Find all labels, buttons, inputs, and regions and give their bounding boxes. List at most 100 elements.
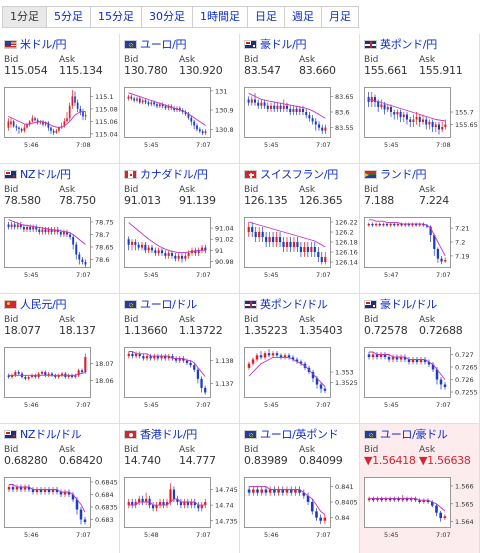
tab-4[interactable]: 30分足 bbox=[142, 6, 193, 28]
au-flag-icon bbox=[364, 299, 377, 309]
rate-tile[interactable]: 豪ドル/円 Bid Ask 83.547 83.660 83.65 83.6 83.55 5:4… bbox=[240, 34, 360, 164]
candlestick-chart: 0.841 0.8405 0.84 5:46 7:07 bbox=[244, 477, 358, 539]
pair-title[interactable]: 人民元/円 bbox=[4, 297, 67, 311]
rate-tile[interactable]: 豪ドル/ドル Bid Ask 0.72578 0.72688 0.727 0.7265 0.7… bbox=[360, 294, 480, 424]
candle-body bbox=[197, 505, 200, 509]
candle-body bbox=[51, 489, 55, 492]
tab-7[interactable]: 週足 bbox=[285, 6, 322, 28]
pair-title[interactable]: 米ドル/円 bbox=[4, 37, 67, 51]
tab-5[interactable]: 1時間足 bbox=[193, 6, 248, 28]
rate-tile[interactable]: ユーロ/ドル Bid Ask 1.13660 1.13722 1.138 1.137 5:45… bbox=[120, 294, 240, 424]
y-tick-label: 115.1 bbox=[95, 93, 114, 101]
rate-tile[interactable]: 香港ドル/円 Bid Ask 14.740 14.777 14.745 14.74 14.73… bbox=[120, 424, 240, 553]
pair-title[interactable]: 英ポンド/ドル bbox=[244, 297, 328, 311]
candle-body bbox=[69, 234, 72, 237]
rate-tile[interactable]: カナダドル/円 Bid Ask 91.013 91.139 91.04 91.02 91 90.… bbox=[120, 164, 240, 294]
rate-tile[interactable]: ユーロ/英ポンド Bid Ask 0.83989 0.84099 0.841 0.8405 0… bbox=[240, 424, 360, 553]
pair-name-link[interactable]: NZドル/円 bbox=[20, 168, 71, 181]
candle-body bbox=[131, 353, 134, 357]
cn-flag-icon bbox=[4, 299, 17, 309]
candle-body bbox=[250, 99, 253, 103]
pair-name-link[interactable]: ユーロ/ドル bbox=[140, 298, 197, 311]
pair-name-link[interactable]: 香港ドル/円 bbox=[140, 428, 197, 441]
pair-name-link[interactable]: 米ドル/円 bbox=[20, 38, 67, 51]
pair-title[interactable]: 香港ドル/円 bbox=[124, 427, 197, 441]
pair-title[interactable]: 英ポンド/円 bbox=[364, 37, 437, 51]
pair-name-link[interactable]: 英ポンド/円 bbox=[380, 38, 437, 51]
pair-title[interactable]: ユーロ/円 bbox=[124, 37, 187, 51]
x-tick-label: 7:07 bbox=[436, 401, 451, 409]
candle-body bbox=[382, 223, 385, 226]
rate-tile[interactable]: 英ポンド/ドル Bid Ask 1.35223 1.35403 1.353 1.3525 5:… bbox=[240, 294, 360, 424]
candle-body bbox=[323, 388, 327, 391]
x-tick-label: 5:45 bbox=[264, 141, 279, 149]
pair-name-link[interactable]: ランド/円 bbox=[380, 168, 427, 181]
tab-6[interactable]: 日足 bbox=[248, 6, 285, 28]
pair-title[interactable]: カナダドル/円 bbox=[124, 167, 208, 181]
candle-body bbox=[254, 99, 256, 103]
candle-body bbox=[53, 229, 56, 232]
tab-2[interactable]: 5分足 bbox=[47, 6, 91, 28]
pair-name-link[interactable]: ユーロ/豪ドル bbox=[380, 428, 448, 441]
candle-body bbox=[11, 487, 15, 490]
tab-1[interactable]: 1分足 bbox=[2, 6, 47, 28]
pair-title[interactable]: ユーロ/ドル bbox=[124, 297, 197, 311]
ask-label: Ask bbox=[179, 185, 196, 195]
pair-name-link[interactable]: 豪ドル/円 bbox=[260, 38, 307, 51]
candle-body bbox=[27, 487, 31, 490]
ask-value: 78.750 bbox=[59, 194, 96, 207]
candle-body bbox=[140, 244, 144, 248]
rate-tile[interactable]: ユーロ/円 Bid Ask 130.780 130.920 131 130.9 130.8 5:… bbox=[120, 34, 240, 164]
pair-name-link[interactable]: カナダドル/円 bbox=[140, 168, 208, 181]
bid-label: Bid bbox=[124, 445, 139, 455]
x-tick-label: 5:48 bbox=[144, 531, 159, 539]
candle-body bbox=[400, 223, 403, 226]
x-tick-label: 7:07 bbox=[196, 141, 211, 149]
tab-8[interactable]: 月足 bbox=[322, 6, 359, 28]
candle-body bbox=[247, 489, 251, 493]
moving-average-line bbox=[248, 356, 326, 387]
pair-title[interactable]: ユーロ/豪ドル bbox=[364, 427, 448, 441]
pair-name-link[interactable]: 英ポンド/ドル bbox=[260, 298, 328, 311]
candle-body bbox=[176, 498, 179, 502]
candle-body bbox=[303, 247, 306, 252]
pair-title[interactable]: スイスフラン/円 bbox=[244, 167, 338, 181]
pair-title[interactable]: 豪ドル/円 bbox=[244, 37, 307, 51]
candle-body bbox=[412, 119, 415, 122]
y-tick-label: 126.14 bbox=[335, 259, 358, 267]
y-tick-label: 115.08 bbox=[95, 105, 118, 113]
candle-body bbox=[26, 124, 28, 128]
pair-title[interactable]: NZドル/円 bbox=[4, 167, 71, 181]
candle-body bbox=[63, 492, 67, 495]
x-tick-label: 5:45 bbox=[384, 531, 399, 539]
pair-title[interactable]: ユーロ/英ポンド bbox=[244, 427, 339, 441]
candle-body bbox=[393, 112, 396, 115]
pair-name-link[interactable]: ユーロ/英ポンド bbox=[260, 428, 339, 441]
candle-body bbox=[256, 489, 259, 493]
pair-name-link[interactable]: 豪ドル/ドル bbox=[380, 298, 437, 311]
pair-title[interactable]: ランド/円 bbox=[364, 167, 427, 181]
rate-tile[interactable]: NZドル/ドル Bid Ask 0.68280 0.68420 0.6845 0.684 0.… bbox=[0, 424, 120, 553]
rate-tile[interactable]: ランド/円 Bid Ask 7.188 7.224 7.21 7.2 7.19 5:47 7:07 bbox=[360, 164, 480, 294]
bid-value: 14.740 bbox=[124, 454, 161, 467]
rate-tile[interactable]: ユーロ/豪ドル Bid Ask ▼1.56418 ▼1.56638 1.566 1.565 1… bbox=[360, 424, 480, 553]
tab-3[interactable]: 15分足 bbox=[91, 6, 142, 28]
candle-body bbox=[302, 108, 304, 112]
rate-tile[interactable]: 英ポンド/円 Bid Ask 155.661 155.911 155.7 155.65 5:4… bbox=[360, 34, 480, 164]
pair-title[interactable]: 豪ドル/ドル bbox=[364, 297, 437, 311]
candle-body bbox=[187, 113, 190, 118]
pair-title[interactable]: NZドル/ドル bbox=[4, 427, 82, 441]
rate-tile[interactable]: NZドル/円 Bid Ask 78.580 78.750 78.75 78.7 78.65 78… bbox=[0, 164, 120, 294]
rate-tile[interactable]: スイスフラン/円 Bid Ask 126.135 126.365 126.22 126.2 1… bbox=[240, 164, 360, 294]
bid-value: 0.68280 bbox=[4, 454, 48, 467]
pair-name-link[interactable]: ユーロ/円 bbox=[140, 38, 187, 51]
rate-tile[interactable]: 人民元/円 Bid Ask 18.077 18.137 18.07 18.06 5:46 7:0… bbox=[0, 294, 120, 424]
candle-body bbox=[409, 498, 413, 501]
pair-name-link[interactable]: NZドル/ドル bbox=[20, 428, 82, 441]
pair-name-link[interactable]: 人民元/円 bbox=[20, 298, 67, 311]
candle-body bbox=[130, 96, 133, 99]
candle-body bbox=[380, 498, 384, 501]
rate-tile[interactable]: 米ドル/円 Bid Ask 115.054 115.134 115.1 115.08 115.… bbox=[0, 34, 120, 164]
ask-value: ▼1.56638 bbox=[419, 454, 471, 467]
pair-name-link[interactable]: スイスフラン/円 bbox=[260, 168, 338, 181]
